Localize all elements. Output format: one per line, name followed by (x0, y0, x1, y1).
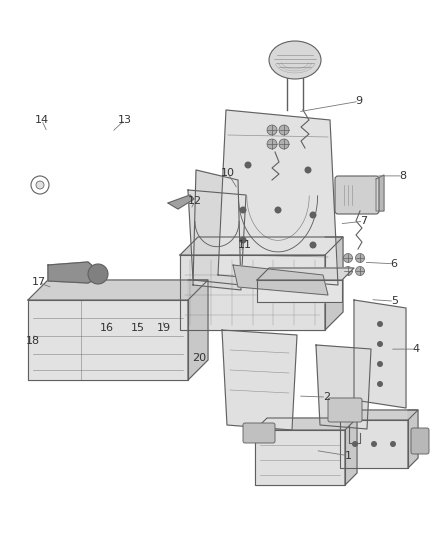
FancyBboxPatch shape (335, 176, 379, 214)
Text: 8: 8 (399, 171, 406, 181)
Polygon shape (188, 190, 246, 285)
Polygon shape (168, 195, 194, 209)
Polygon shape (188, 280, 208, 380)
Circle shape (310, 241, 317, 248)
Polygon shape (255, 430, 345, 485)
Text: 18: 18 (26, 336, 40, 346)
Circle shape (343, 254, 353, 262)
Circle shape (240, 237, 247, 244)
Text: 15: 15 (131, 323, 145, 333)
Polygon shape (408, 410, 418, 468)
FancyBboxPatch shape (411, 428, 429, 454)
Text: 4: 4 (413, 344, 420, 354)
Circle shape (377, 361, 383, 367)
Polygon shape (233, 265, 328, 295)
Circle shape (244, 161, 251, 168)
Circle shape (267, 139, 277, 149)
Circle shape (356, 254, 364, 262)
Polygon shape (180, 255, 325, 330)
Text: 13: 13 (118, 115, 132, 125)
Ellipse shape (269, 41, 321, 79)
Circle shape (352, 441, 358, 447)
Text: 1: 1 (345, 451, 352, 461)
Polygon shape (325, 237, 343, 330)
Circle shape (267, 125, 277, 135)
Text: 16: 16 (100, 323, 114, 333)
Circle shape (304, 166, 311, 174)
Text: 14: 14 (35, 115, 49, 125)
Text: 20: 20 (192, 353, 206, 363)
Text: 7: 7 (360, 216, 367, 226)
Text: 12: 12 (188, 197, 202, 206)
FancyBboxPatch shape (328, 398, 362, 422)
Polygon shape (218, 110, 338, 285)
Circle shape (88, 264, 108, 284)
Polygon shape (193, 170, 241, 290)
Circle shape (356, 266, 364, 276)
Text: 11: 11 (238, 240, 252, 250)
Circle shape (240, 206, 247, 214)
Circle shape (377, 341, 383, 347)
Text: 17: 17 (32, 278, 46, 287)
Circle shape (390, 441, 396, 447)
Polygon shape (180, 237, 343, 255)
Text: 6: 6 (391, 259, 398, 269)
Circle shape (343, 266, 353, 276)
Text: 19: 19 (157, 323, 171, 333)
Polygon shape (354, 300, 406, 408)
Polygon shape (255, 418, 357, 430)
Text: 5: 5 (391, 296, 398, 306)
Text: 9: 9 (356, 96, 363, 106)
Circle shape (377, 321, 383, 327)
Circle shape (36, 181, 44, 189)
Polygon shape (222, 330, 297, 430)
Text: 2: 2 (323, 392, 330, 402)
Polygon shape (376, 175, 384, 211)
Polygon shape (340, 420, 408, 468)
Circle shape (310, 212, 317, 219)
Polygon shape (340, 410, 418, 420)
Polygon shape (28, 280, 208, 300)
FancyBboxPatch shape (243, 423, 275, 443)
Polygon shape (257, 280, 342, 302)
Polygon shape (316, 345, 371, 429)
Polygon shape (48, 262, 96, 283)
Circle shape (279, 139, 289, 149)
Polygon shape (28, 300, 188, 380)
Circle shape (377, 381, 383, 387)
Circle shape (279, 125, 289, 135)
Polygon shape (257, 268, 354, 280)
Polygon shape (345, 418, 357, 485)
Circle shape (371, 441, 377, 447)
Text: 10: 10 (221, 168, 235, 178)
Circle shape (275, 206, 282, 214)
